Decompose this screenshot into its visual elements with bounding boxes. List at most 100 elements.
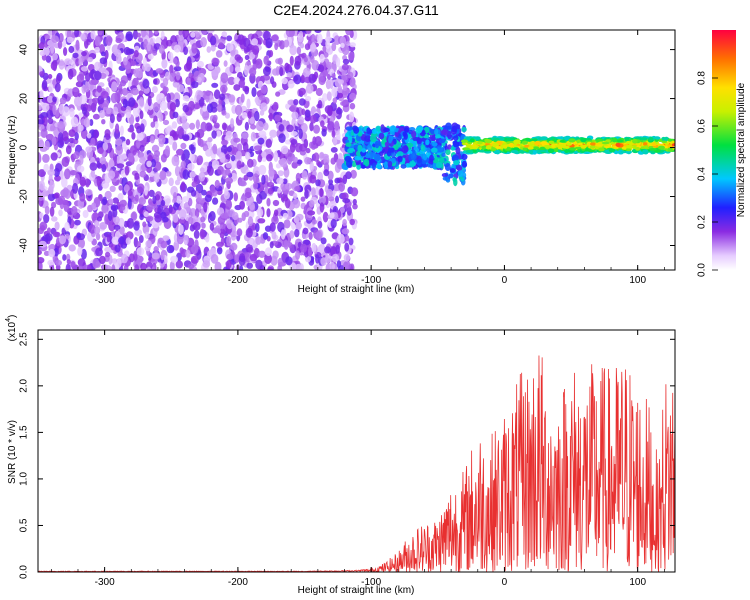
spectrogram-cell (405, 163, 411, 168)
colorbar-tick-label: 0.0 (697, 263, 708, 277)
spectrogram-cell (55, 163, 63, 172)
spectrogram-cell (305, 147, 311, 154)
spectrogram-cell (47, 227, 51, 234)
colorbar-tick-label: 0.6 (697, 119, 708, 133)
spectrogram-cell (136, 138, 141, 149)
spectrogram-cell (308, 231, 313, 240)
spectrogram-cell (461, 160, 468, 168)
y-tick-label: 20 (19, 93, 30, 105)
spectrogram-cell (194, 131, 201, 138)
spectrogram-cell (272, 101, 278, 112)
spectrogram-cell (57, 121, 65, 129)
spectrogram-cell (615, 142, 621, 147)
spectrogram-cell (113, 224, 121, 231)
spectrogram-cell (57, 195, 66, 205)
spectrogram-cell (263, 122, 269, 131)
spectrogram-cell (590, 142, 597, 146)
y-tick-label: 0 (19, 144, 30, 150)
spectrogram-cell (182, 104, 190, 113)
spectrogram-cell (295, 172, 301, 183)
spectrogram-cell (108, 198, 114, 205)
spectrogram-cell (402, 131, 407, 137)
spectrogram-cell (215, 50, 223, 58)
spectrogram-cell (199, 167, 205, 173)
spectrogram-cell (258, 95, 266, 101)
spectrogram-cell (513, 139, 521, 145)
snr-multiplier-exponent: 4 (5, 318, 12, 322)
spectrogram-cell (285, 256, 293, 266)
spectrogram-cell (290, 131, 298, 137)
spectrogram-cell (178, 224, 184, 236)
spectrogram-cell (425, 151, 431, 158)
spectrogram-cell (139, 170, 147, 178)
spectrogram-cell (207, 103, 214, 113)
spectrogram-cell (640, 137, 648, 141)
spectrogram-cell (319, 187, 324, 198)
spectrogram-cell (134, 264, 140, 270)
spectrogram-cell (258, 164, 267, 176)
spectrogram-cell (294, 228, 300, 238)
spectrogram-cell (506, 137, 515, 142)
spectrogram-cell (160, 30, 165, 40)
spectrogram-cell (397, 155, 403, 163)
spectrogram-cell (252, 45, 260, 55)
spectrogram-cell (201, 222, 206, 229)
spectrogram-cell (262, 232, 269, 240)
spectrogram-cell (332, 206, 338, 214)
spectrogram-cell (315, 254, 320, 264)
spectrogram-cell (190, 189, 197, 197)
spectrogram-cell (80, 66, 89, 72)
spectrogram-cell (246, 98, 251, 109)
spectrogram-cell (252, 173, 259, 184)
spectrogram-cell (239, 181, 247, 187)
spectrogram-cell (48, 174, 53, 182)
spectrogram-cell (409, 161, 417, 167)
spectrogram-cell (341, 63, 349, 71)
spectrogram-cell (139, 144, 145, 152)
spectrogram-cell (58, 32, 64, 43)
spectrogram-cell (284, 183, 293, 190)
spectrogram-cell (265, 138, 272, 148)
spectrogram-cell (118, 83, 123, 93)
spectrogram-cell (151, 86, 158, 93)
spectrogram-cell (304, 43, 311, 51)
x-tick-label: 100 (629, 275, 646, 286)
spectrogram-cell (90, 137, 96, 146)
spectrogram-cell (39, 89, 44, 100)
spectrogram-cell (79, 155, 84, 165)
spectrogram-cell (293, 99, 299, 106)
spectrogram-cell (422, 154, 428, 161)
spectrogram-cell (219, 152, 226, 163)
spectrogram-cell (323, 169, 330, 177)
spectrogram-cell (348, 51, 355, 61)
spectrogram-cell (189, 152, 195, 163)
spectrogram-cell (191, 181, 198, 188)
spectrogram-cell (189, 224, 195, 232)
spectrogram-cell (72, 182, 79, 194)
spectrogram-cell (47, 74, 53, 79)
spectrogram-cell (283, 239, 289, 250)
x-tick-label: -200 (228, 275, 248, 286)
spectrogram-cell (237, 217, 243, 223)
spectrogram-cell (295, 221, 303, 230)
spectrogram-cell (314, 30, 322, 34)
spectrogram-cell (76, 264, 84, 270)
x-tick-label: 0 (502, 577, 508, 588)
spectrogram-cell (146, 108, 154, 116)
spectrogram-cell (127, 127, 135, 133)
spectrogram-cell (294, 263, 303, 270)
spectrogram-cell (320, 237, 327, 245)
spectrogram-cell (123, 184, 130, 193)
spectrogram-cell (77, 246, 83, 256)
spectrogram-cell (43, 163, 49, 173)
spectrogram-cell (510, 150, 519, 154)
spectrogram-cell (206, 165, 212, 173)
spectrogram-cell (317, 171, 323, 182)
spectrogram-cell (347, 71, 354, 79)
spectrogram-cell (578, 142, 583, 146)
spectrogram-cell (212, 114, 218, 122)
spectrogram-cell (226, 235, 232, 247)
spectrogram-cell (86, 132, 92, 139)
spectrogram-cell (110, 92, 118, 104)
